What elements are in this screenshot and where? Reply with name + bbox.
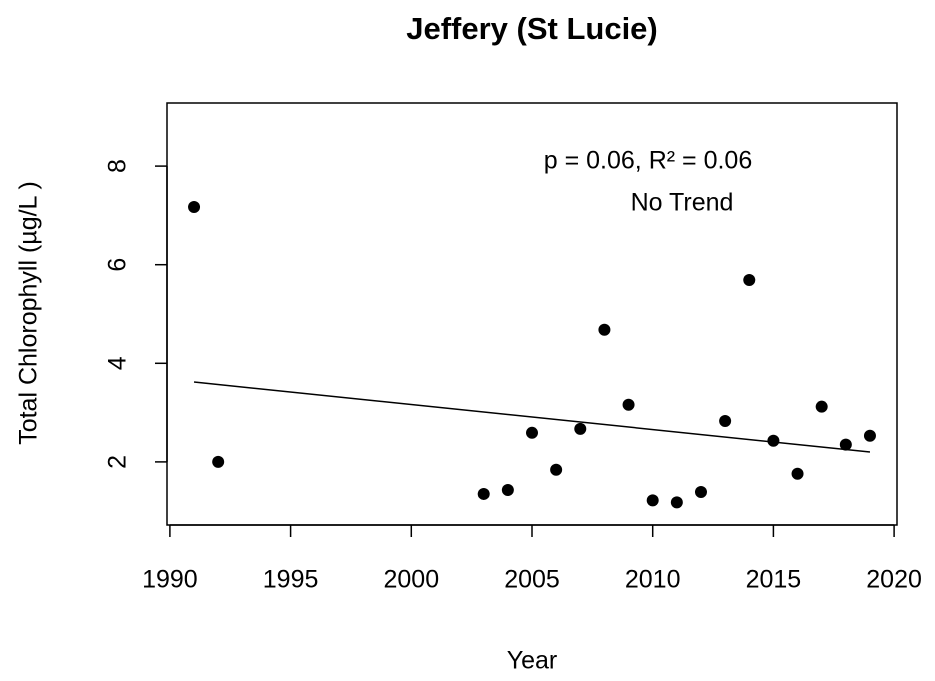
point [212, 455, 225, 468]
x-tick-label: 2005 [504, 566, 560, 594]
annotation: No Trend [631, 189, 734, 217]
trend-line [193, 381, 871, 453]
point [550, 463, 563, 476]
x-tick-label: 1995 [263, 566, 319, 594]
point [501, 483, 514, 496]
x-tick-label: 2010 [625, 566, 681, 594]
point [646, 494, 659, 507]
annotation: p = 0.06, R² = 0.06 [544, 147, 752, 175]
chart-title: Jeffery (St Lucie) [406, 11, 658, 46]
x-axis-label: Year [507, 647, 558, 675]
y-tick-label: 4 [104, 356, 132, 370]
point [670, 496, 683, 509]
point [188, 201, 201, 214]
point [622, 398, 635, 411]
y-tick-label: 8 [104, 159, 132, 173]
point [694, 485, 707, 498]
y-axis-label: Total Chlorophyll (µg/L ) [15, 181, 43, 445]
x-tick-label: 2020 [866, 566, 922, 594]
point [791, 467, 804, 480]
point [477, 487, 490, 500]
point [767, 434, 780, 447]
x-tick-label: 2000 [383, 566, 439, 594]
point [815, 400, 828, 413]
point [863, 429, 876, 442]
y-tick-label: 2 [104, 455, 132, 469]
plot-frame [166, 102, 898, 526]
point [598, 323, 611, 336]
point [719, 414, 732, 427]
point [839, 438, 852, 451]
point [574, 422, 587, 435]
y-tick-label: 6 [104, 258, 132, 272]
point [526, 426, 538, 439]
point [743, 273, 756, 286]
x-tick-label: 1990 [142, 566, 198, 594]
x-tick-label: 2015 [746, 566, 802, 594]
